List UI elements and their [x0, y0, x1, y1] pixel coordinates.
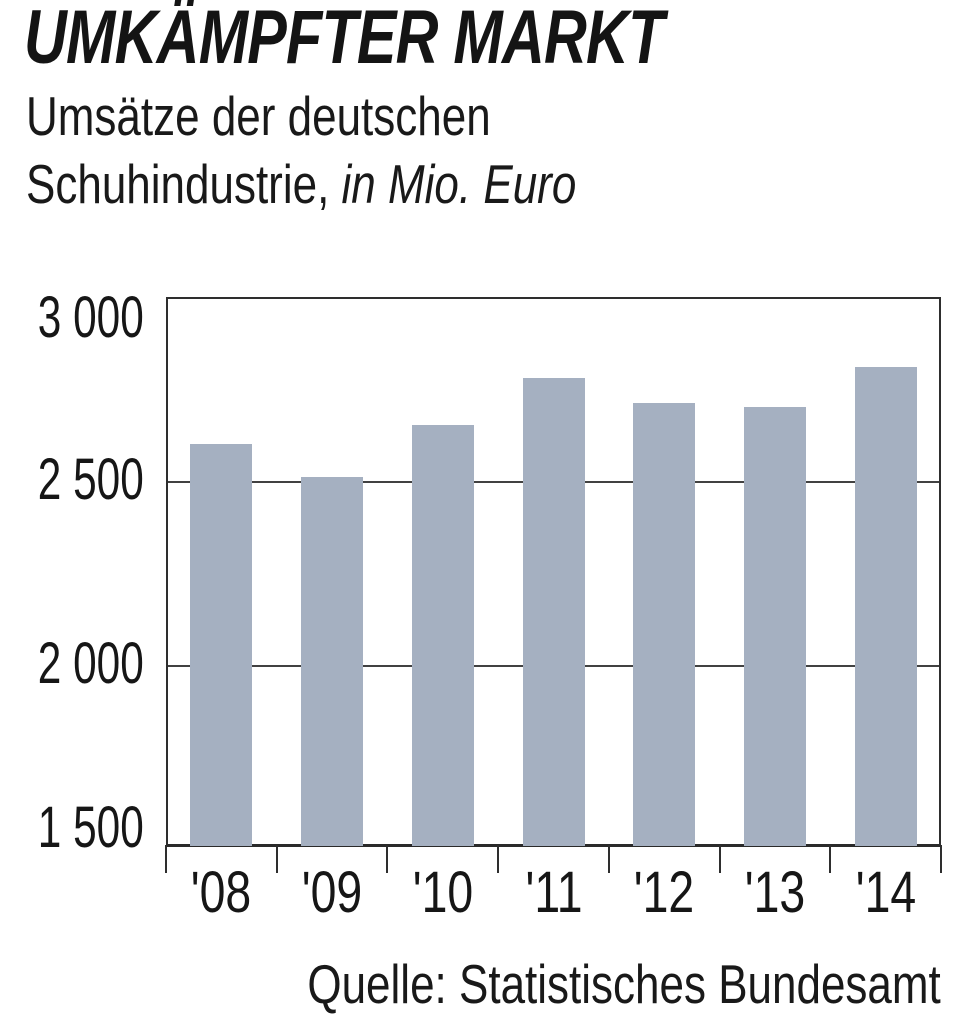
unit-label: in Mio. Euro: [341, 153, 577, 215]
x-axis-label-11: '11: [524, 860, 583, 925]
bar-11: [522, 377, 585, 846]
x-axis-tick: [829, 845, 832, 873]
bar-14: [854, 366, 917, 846]
x-axis-label-14: '14: [855, 860, 916, 925]
x-axis-label-13: '13: [744, 860, 806, 925]
x-axis-tick: [497, 845, 500, 873]
x-axis-tick: [275, 845, 278, 873]
plot-area: [166, 297, 941, 847]
y-axis-label-2500: 2 500: [37, 447, 144, 513]
chart-subtitle-line2: Schuhindustrie, in Mio. Euro: [26, 150, 576, 218]
x-axis-tick: [940, 845, 942, 873]
x-axis-tick: [386, 845, 389, 873]
bar-09: [301, 476, 364, 846]
subtitle-line2-text: Schuhindustrie,: [26, 153, 342, 215]
x-axis-tick: [165, 845, 167, 873]
chart-title: UMKÄMPFTER MARKT: [24, 0, 664, 80]
y-axis-label-2000: 2 000: [37, 630, 144, 696]
x-axis-tick: [718, 845, 721, 873]
bar-08: [190, 443, 253, 846]
chart-subtitle: Umsätze der deutschen Schuhindustrie, in…: [26, 82, 576, 218]
bar-10: [411, 425, 474, 846]
y-axis-label-3000: 3 000: [37, 285, 144, 350]
x-axis-label-09: '09: [301, 860, 363, 925]
bar-12: [633, 403, 696, 846]
bar-13: [743, 407, 806, 846]
source-line: Quelle: Statistisches Bundesamt: [307, 953, 941, 1015]
x-axis-label-12: '12: [633, 860, 695, 925]
y-axis-label-1500: 1 500: [37, 795, 144, 860]
x-axis-label-10: '10: [412, 860, 474, 925]
x-axis-tick: [607, 845, 610, 873]
chart-subtitle-line1: Umsätze der deutschen: [26, 85, 491, 147]
x-axis-label-08: '08: [191, 860, 252, 925]
